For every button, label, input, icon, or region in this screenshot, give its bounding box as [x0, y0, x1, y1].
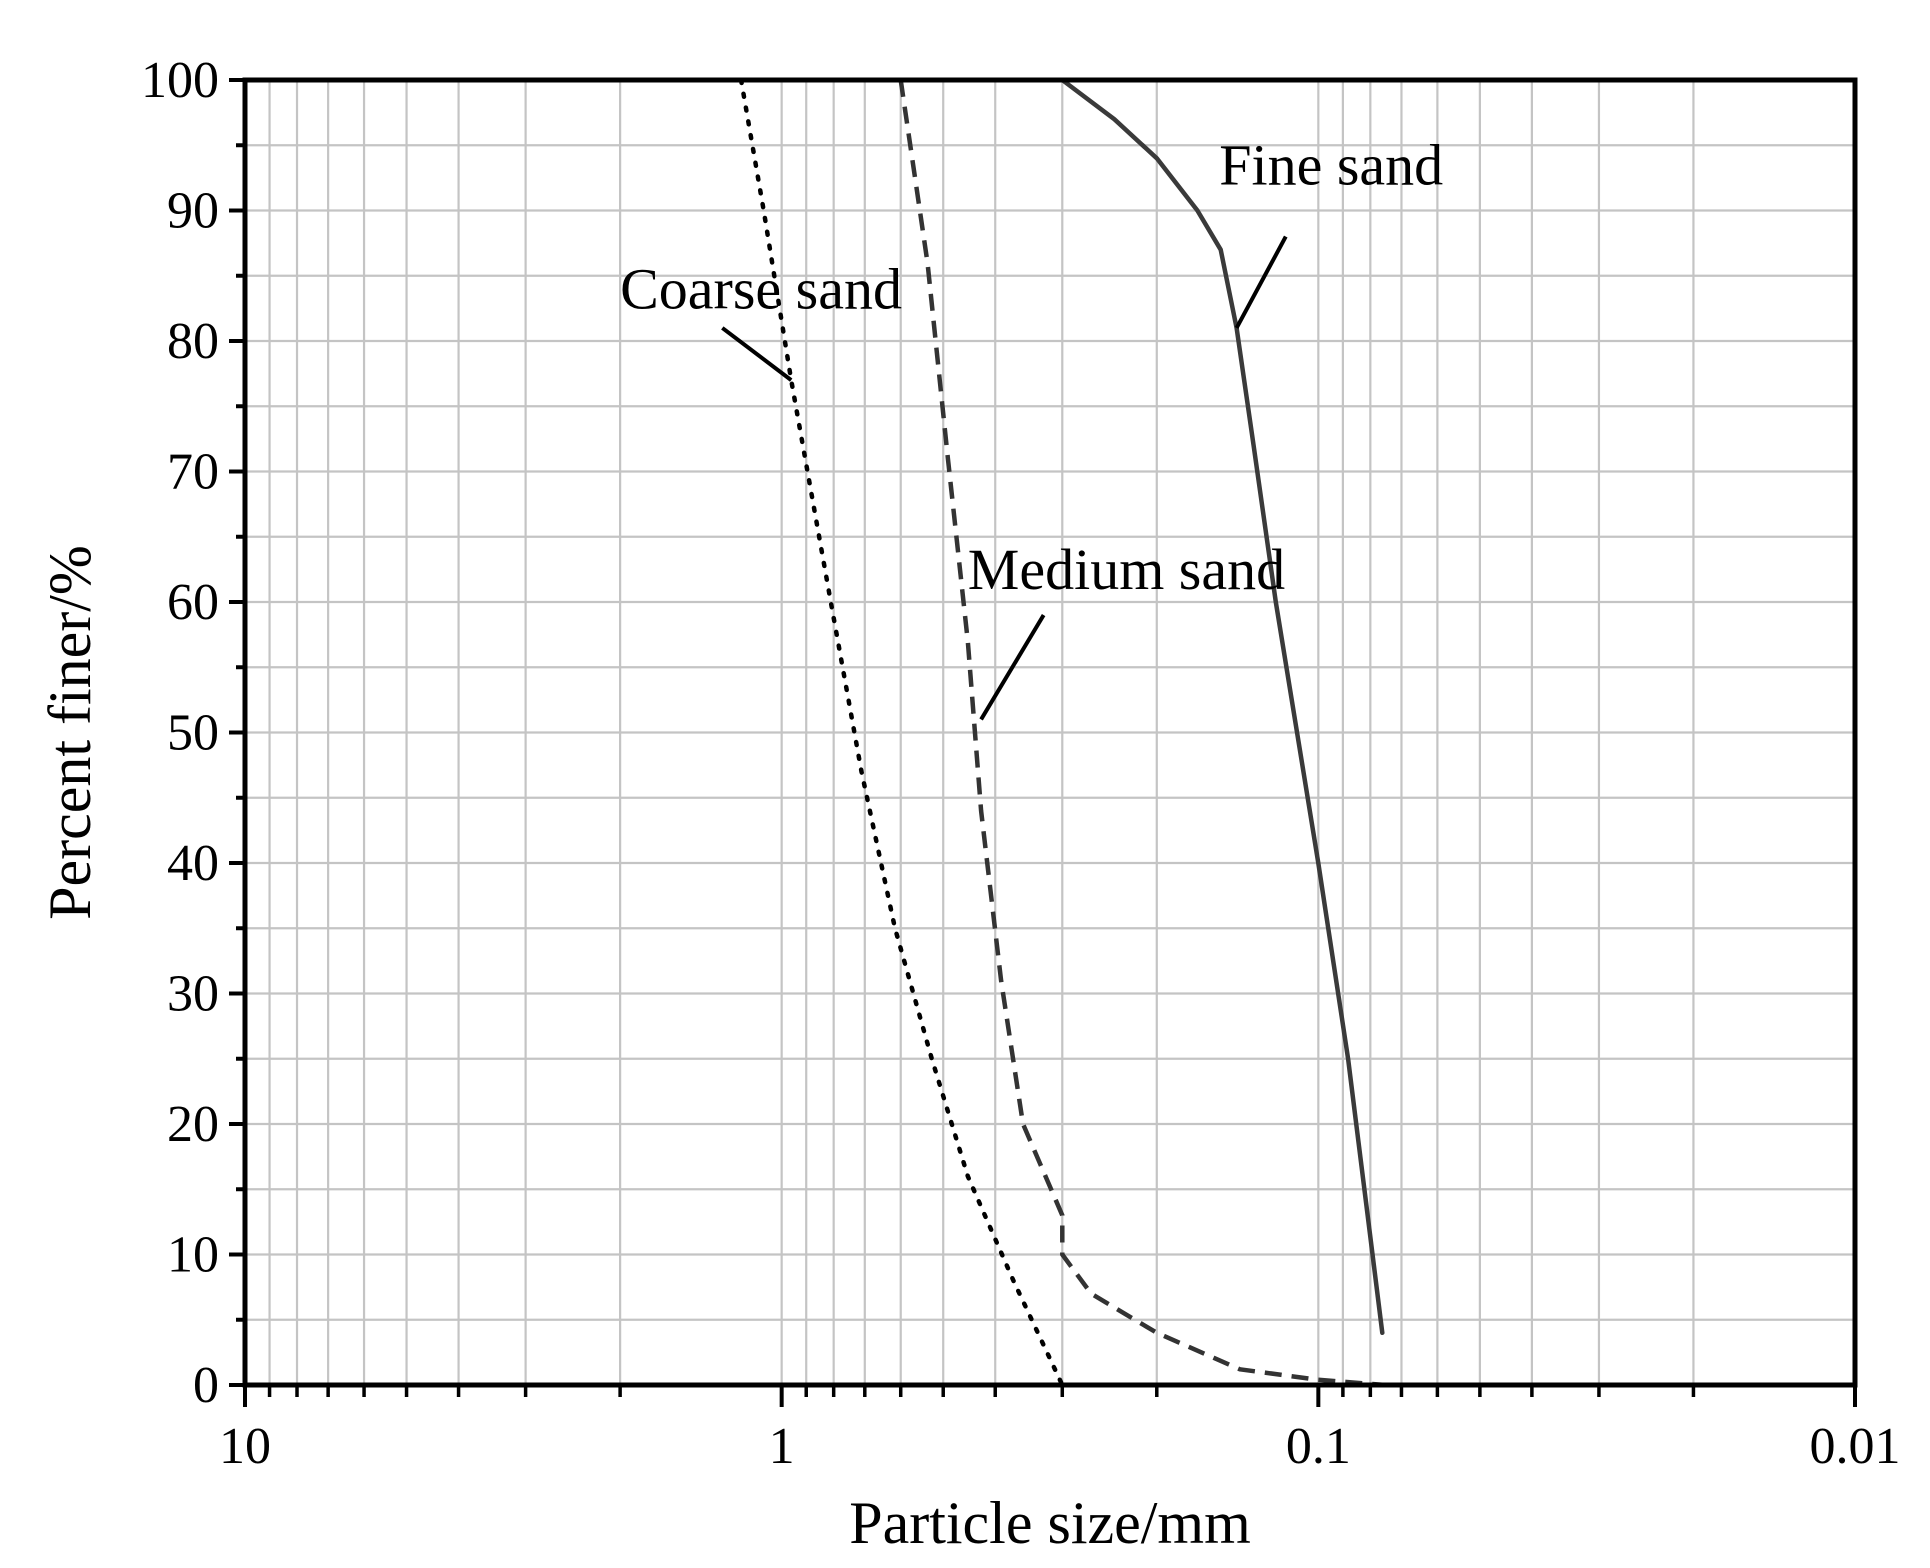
- series-label-coarse-sand: Coarse sand: [620, 256, 902, 321]
- y-tick-label: 70: [167, 444, 219, 501]
- y-tick-label: 60: [167, 574, 219, 631]
- x-tick-label: 0.1: [1286, 1418, 1351, 1475]
- series-pointer-coarse-sand: [721, 326, 793, 382]
- series-label-medium-sand: Medium sand: [968, 537, 1285, 602]
- series-line-fine-sand: [1060, 77, 1385, 1336]
- y-tick-label: 30: [167, 966, 219, 1023]
- y-axis-title: Percent finer/%: [37, 545, 103, 920]
- grid-layer: [245, 80, 1855, 1385]
- series-line-medium-sand: [898, 79, 1386, 1388]
- y-tick-label: 80: [167, 313, 219, 370]
- y-tick-label: 100: [141, 52, 219, 109]
- y-tick-label: 40: [167, 835, 219, 892]
- annotation-layer: Coarse sand Medium sand Fine sand: [620, 132, 1443, 721]
- y-tick-label: 10: [167, 1227, 219, 1284]
- series-pointer-medium-sand: [979, 614, 1046, 721]
- series-pointer-fine-sand: [1234, 235, 1288, 329]
- y-tick-label: 20: [167, 1096, 219, 1153]
- x-axis-title: Particle size/mm: [849, 1490, 1251, 1556]
- y-tick-label: 50: [167, 705, 219, 762]
- series-label-fine-sand: Fine sand: [1219, 132, 1443, 197]
- x-tick-label: 0.01: [1810, 1418, 1901, 1475]
- tick-layer: [229, 78, 1857, 1407]
- x-tick-label: 10: [219, 1418, 271, 1475]
- x-tick-label: 1: [769, 1418, 795, 1475]
- y-tick-label: 0: [193, 1357, 219, 1414]
- series-line-coarse-sand: [738, 77, 1065, 1388]
- y-tick-label: 90: [167, 183, 219, 240]
